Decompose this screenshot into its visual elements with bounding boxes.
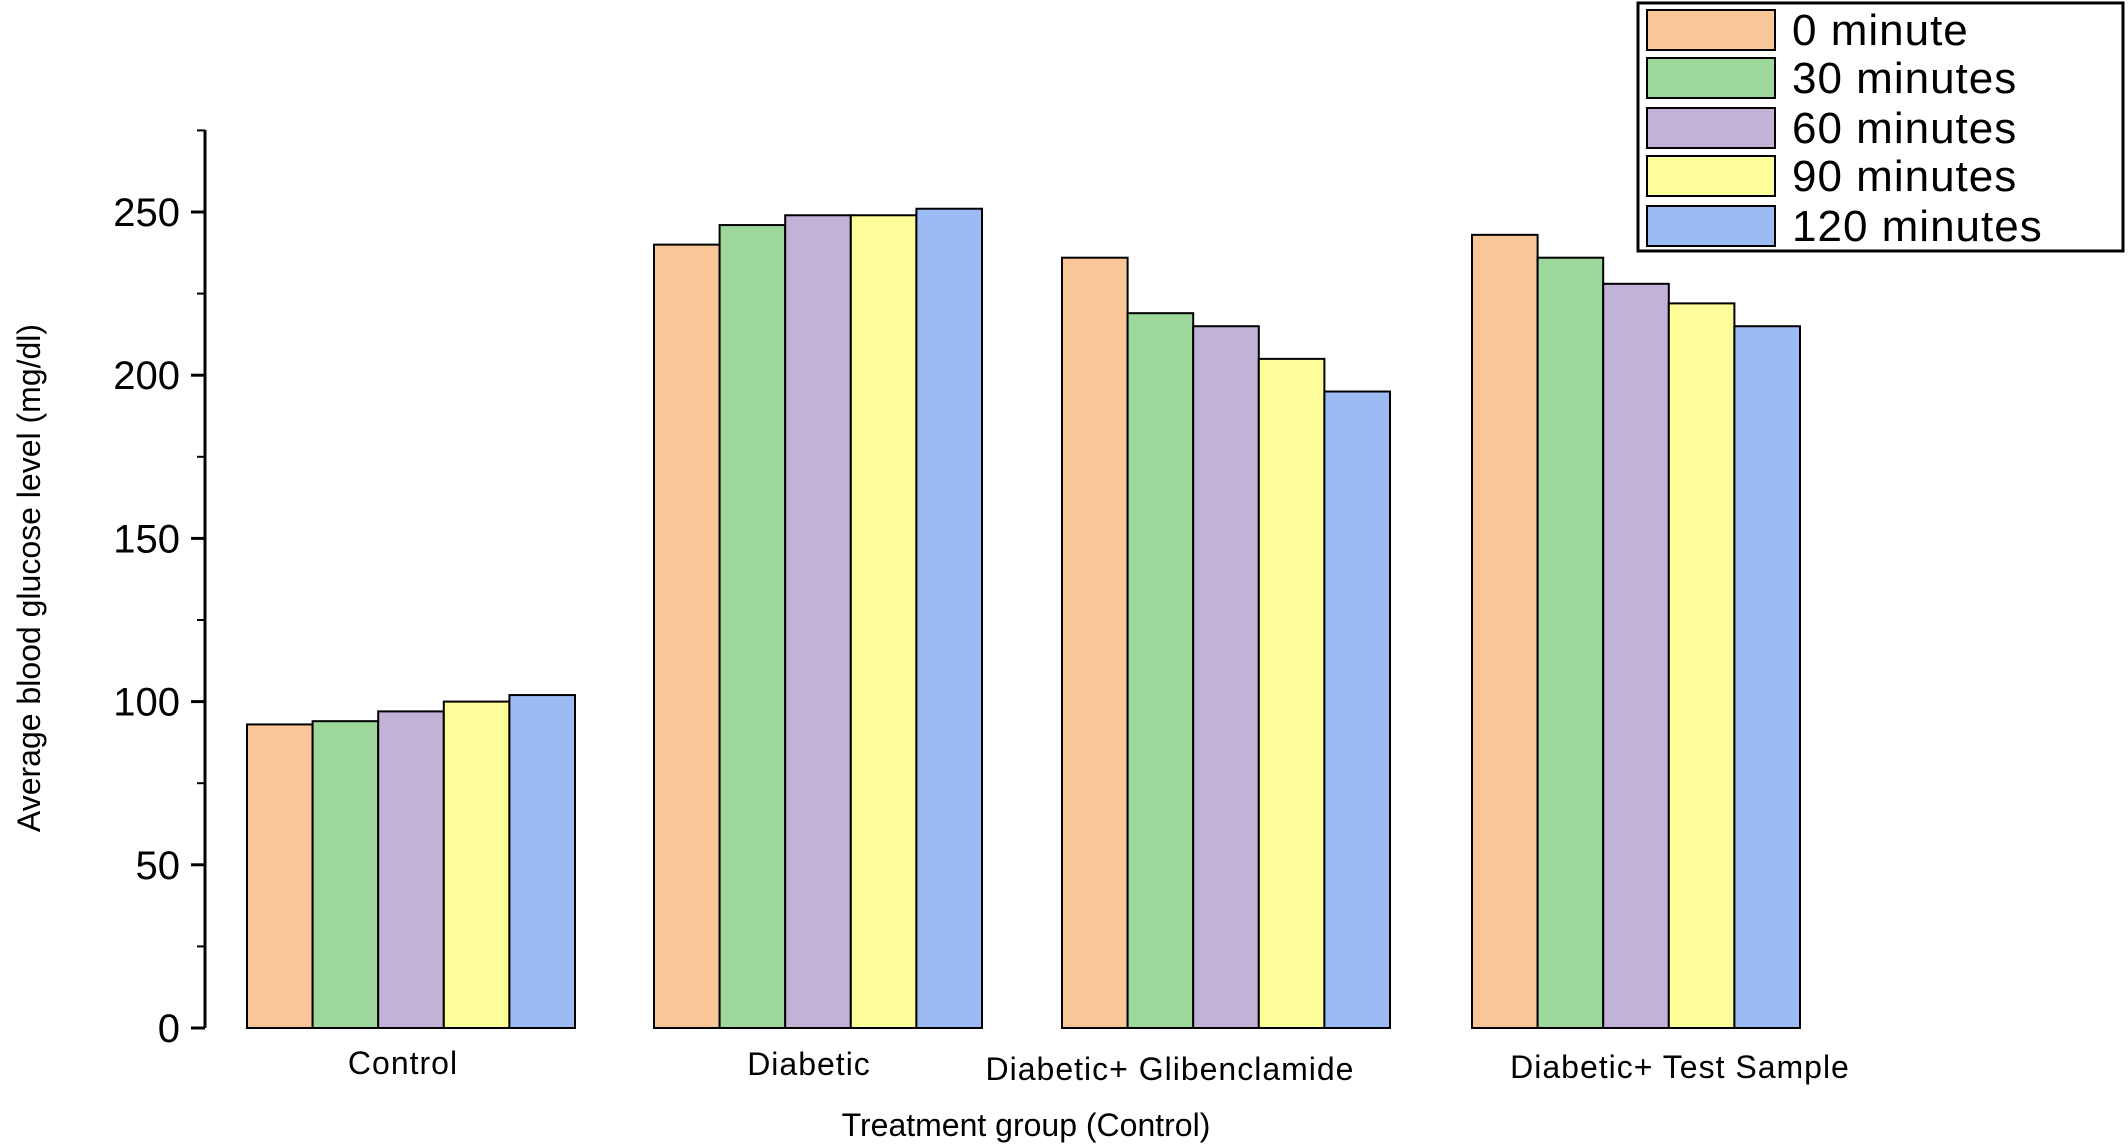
bar	[377, 710, 445, 1030]
bars	[246, 207, 1802, 1030]
legend-swatch	[1646, 9, 1776, 51]
y-axis-title: Average blood glucose level (mg/dl)	[11, 324, 47, 832]
bar	[1536, 256, 1605, 1030]
legend-swatch	[1646, 107, 1776, 149]
bar	[246, 723, 314, 1029]
bar	[442, 700, 511, 1029]
bar	[1257, 357, 1326, 1029]
legend-label: 0 minute	[1792, 6, 1969, 55]
x-axis: Control Diabetic Diabetic+ Glibenclamide Di…	[348, 1045, 1850, 1087]
legend-swatch	[1646, 205, 1776, 247]
legend-label: 60 minutes	[1792, 104, 2017, 153]
bar	[784, 214, 852, 1030]
y-tick-label: 100	[113, 681, 180, 725]
y-tick-label: 250	[113, 191, 180, 235]
bar	[1323, 390, 1392, 1029]
bar	[1667, 302, 1736, 1029]
bar	[1061, 256, 1129, 1030]
y-tick-label: 50	[136, 844, 181, 888]
bar	[1602, 282, 1670, 1030]
bar	[1733, 325, 1802, 1029]
bar	[1471, 233, 1539, 1029]
y-tick-label: 200	[113, 354, 180, 398]
legend-swatch	[1646, 155, 1776, 197]
x-tick-label: Control	[348, 1045, 458, 1081]
x-tick-label: Diabetic+ Glibenclamide	[986, 1051, 1355, 1087]
bar	[1192, 325, 1260, 1029]
legend-label: 90 minutes	[1792, 152, 2017, 201]
y-tick-label: 0	[158, 1007, 180, 1051]
x-tick-label: Diabetic	[747, 1046, 871, 1082]
x-tick-label: Diabetic+ Test Sample	[1510, 1049, 1850, 1085]
bar	[1126, 312, 1195, 1029]
y-tick-label: 150	[113, 517, 180, 561]
legend-label: 120 minutes	[1792, 202, 2043, 251]
bar	[849, 214, 918, 1030]
legend-swatch	[1646, 57, 1776, 99]
bar	[311, 720, 380, 1030]
bar	[718, 224, 787, 1029]
legend-label: 30 minutes	[1792, 54, 2017, 103]
y-axis: 0 50 100 150 200 250	[113, 129, 207, 1051]
bar	[508, 694, 576, 1030]
bar	[915, 207, 984, 1029]
x-axis-title: Treatment group (Control)	[842, 1107, 1211, 1143]
bar	[653, 243, 721, 1029]
